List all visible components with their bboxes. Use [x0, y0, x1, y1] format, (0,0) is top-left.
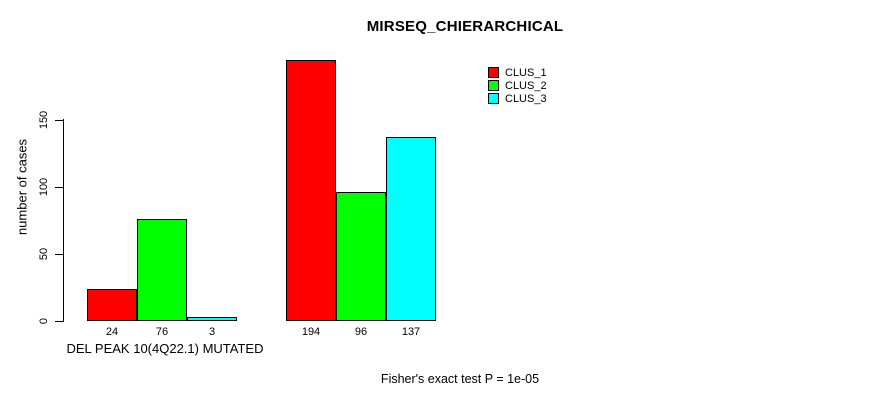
legend-label-clus_3: CLUS_3 — [505, 92, 547, 105]
y-tick-0 — [55, 321, 63, 322]
y-tick-150 — [55, 120, 63, 121]
chart-title: MIRSEQ_CHIERARCHICAL — [366, 18, 564, 35]
y-tick-100 — [55, 187, 63, 188]
bar-value-label-clus_3-group1: 3 — [208, 326, 216, 338]
y-tick-50 — [55, 254, 63, 255]
bar-clus_3-group2 — [386, 137, 436, 321]
y-axis-title: number of cases — [14, 138, 30, 236]
bar-clus_2-group1 — [137, 219, 187, 321]
bar-clus_3-group1 — [187, 317, 237, 321]
legend-swatch-clus_3 — [488, 93, 499, 104]
legend-swatch-clus_1 — [488, 67, 499, 78]
legend-row-clus_2: CLUS_2 — [488, 79, 547, 92]
bar-value-label-clus_3-group2: 137 — [401, 326, 421, 338]
legend-swatch-clus_2 — [488, 80, 499, 91]
bar-clus_1-group1 — [87, 289, 137, 321]
bar-clus_1-group2 — [286, 60, 336, 321]
y-tick-label-0: 0 — [38, 317, 50, 325]
x-axis-title: DEL PEAK 10(4Q22.1) MUTATED — [66, 341, 264, 356]
y-tick-label-100: 100 — [38, 177, 50, 197]
legend-label-clus_2: CLUS_2 — [505, 79, 547, 92]
legend-row-clus_3: CLUS_3 — [488, 92, 547, 105]
y-axis-line — [63, 119, 64, 322]
legend-label-clus_1: CLUS_1 — [505, 66, 547, 79]
y-tick-label-150: 150 — [38, 110, 50, 130]
legend: CLUS_1 CLUS_2 CLUS_3 — [488, 66, 547, 105]
bar-value-label-clus_1-group1: 24 — [105, 326, 119, 338]
bar-clus_2-group2 — [336, 192, 386, 321]
bar-value-label-clus_2-group2: 96 — [354, 326, 368, 338]
legend-row-clus_1: CLUS_1 — [488, 66, 547, 79]
y-tick-label-50: 50 — [38, 247, 50, 261]
stat-annotation: Fisher's exact test P = 1e-05 — [380, 372, 540, 386]
bar-value-label-clus_2-group1: 76 — [155, 326, 169, 338]
bar-value-label-clus_1-group2: 194 — [301, 326, 321, 338]
